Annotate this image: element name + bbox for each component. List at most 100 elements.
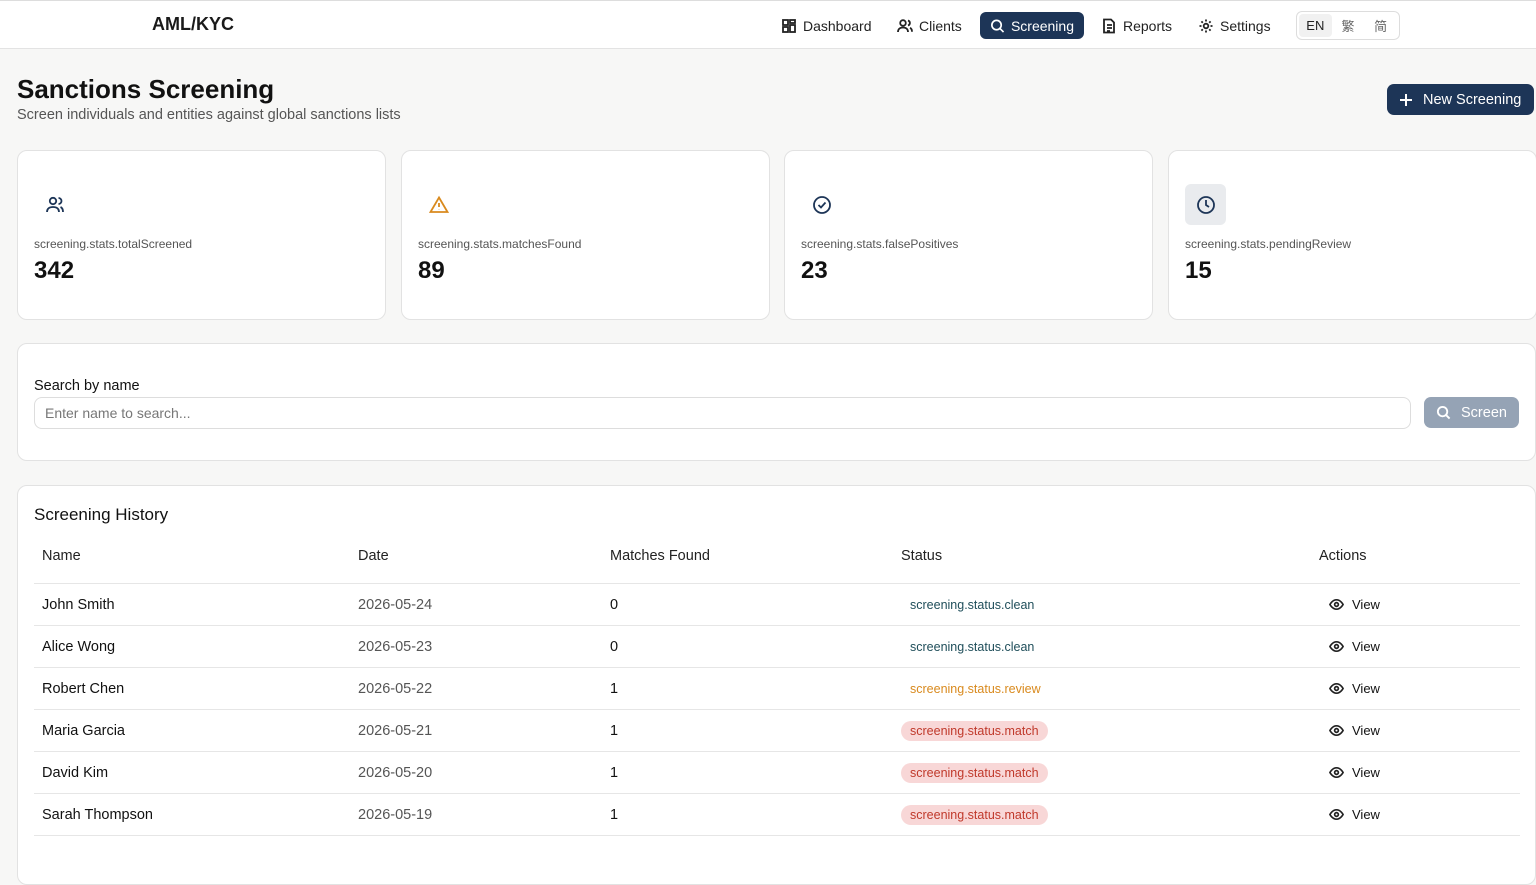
column-header: Name bbox=[42, 548, 81, 564]
search-label: Search by name bbox=[34, 378, 140, 394]
view-action[interactable]: View bbox=[1311, 807, 1520, 822]
stat-icon bbox=[801, 184, 842, 225]
eye-icon bbox=[1329, 808, 1344, 821]
status-cell: screening.status.clean bbox=[893, 595, 1311, 615]
nav-screening[interactable]: Screening bbox=[980, 12, 1084, 39]
client-name: Robert Chen bbox=[42, 680, 125, 697]
table-row: John Smith 2026-05-24 0 screening.status.cl… bbox=[34, 584, 1520, 626]
status-badge: screening.status.match bbox=[901, 804, 1048, 825]
table-header: Name Date Matches Found Status Actions bbox=[34, 548, 1520, 584]
nav-label: Clients bbox=[919, 17, 962, 34]
stat-card: screening.stats.totalScreened 342 bbox=[17, 150, 386, 320]
page-title: Sanctions Screening bbox=[17, 74, 275, 104]
button-label: New Screening bbox=[1423, 91, 1522, 108]
nav-reports[interactable]: Reports bbox=[1091, 12, 1182, 39]
stat-label: screening.stats.totalScreened bbox=[34, 237, 193, 251]
screen-button[interactable]: Screen bbox=[1424, 397, 1519, 428]
eye-icon bbox=[1329, 766, 1344, 779]
client-name: John Smith bbox=[42, 596, 115, 613]
stat-label: screening.stats.pendingReview bbox=[1185, 237, 1352, 251]
stat-value: 342 bbox=[34, 257, 75, 284]
eye-icon bbox=[1329, 640, 1344, 653]
status-cell: screening.status.match bbox=[893, 720, 1311, 741]
client-name: Sarah Thompson bbox=[42, 806, 153, 823]
stat-label: screening.stats.falsePositives bbox=[801, 237, 959, 251]
status-badge: screening.status.review bbox=[910, 681, 1041, 696]
status-cell: screening.status.review bbox=[893, 679, 1311, 699]
eye-icon bbox=[1329, 724, 1344, 737]
screening-date: 2026-05-22 bbox=[358, 680, 433, 697]
nav-label: Settings bbox=[1220, 17, 1271, 34]
nav-clients[interactable]: Clients bbox=[887, 12, 972, 39]
matches-count: 1 bbox=[610, 806, 619, 823]
view-label: View bbox=[1352, 765, 1380, 780]
view-label: View bbox=[1352, 597, 1380, 612]
screening-date: 2026-05-20 bbox=[358, 764, 433, 781]
view-action[interactable]: View bbox=[1311, 597, 1520, 612]
table-row: David Kim 2026-05-20 1 screening.status.mat… bbox=[34, 752, 1520, 794]
view-label: View bbox=[1352, 723, 1380, 738]
stat-icon bbox=[34, 184, 75, 225]
stat-icon bbox=[418, 184, 459, 225]
nav-label: Reports bbox=[1123, 17, 1173, 34]
matches-count: 1 bbox=[610, 764, 619, 781]
table-row: Alice Wong 2026-05-23 0 screening.status.cl… bbox=[34, 626, 1520, 668]
column-header: Actions bbox=[1319, 548, 1367, 564]
stat-card: screening.stats.falsePositives 23 bbox=[784, 150, 1153, 320]
view-label: View bbox=[1352, 807, 1380, 822]
stat-icon bbox=[1185, 184, 1226, 225]
new-screening-button[interactable]: New Screening bbox=[1387, 84, 1534, 115]
status-badge: screening.status.match bbox=[901, 720, 1048, 741]
search-input[interactable]: Enter name to search... bbox=[34, 397, 1411, 429]
client-name: Maria Garcia bbox=[42, 722, 125, 739]
placeholder: Enter name to search... bbox=[45, 405, 191, 421]
screening-date: 2026-05-24 bbox=[358, 596, 433, 613]
status-badge: screening.status.match bbox=[901, 762, 1048, 783]
search-card: Search by name Enter name to search... S… bbox=[17, 343, 1536, 461]
nav-dashboard[interactable]: Dashboard bbox=[771, 12, 882, 39]
view-action[interactable]: View bbox=[1311, 681, 1520, 696]
stat-value: 89 bbox=[418, 257, 445, 284]
button-label: Screen bbox=[1461, 404, 1507, 421]
lang-option[interactable]: EN bbox=[1299, 14, 1332, 37]
status-cell: screening.status.match bbox=[893, 804, 1311, 825]
nav-settings[interactable]: Settings bbox=[1188, 12, 1281, 39]
page-subtitle: Screen individuals and entities against … bbox=[17, 107, 401, 123]
view-action[interactable]: View bbox=[1311, 765, 1520, 780]
lang-option[interactable]: 简 bbox=[1374, 19, 1388, 34]
language-switcher: EN 繁 简 bbox=[1296, 11, 1400, 40]
table-row: Maria Garcia 2026-05-21 1 screening.status.… bbox=[34, 710, 1520, 752]
logo[interactable]: AML/KYC bbox=[152, 14, 234, 34]
column-header: Matches Found bbox=[610, 548, 710, 564]
top-bar: AML/KYC Dashboard Clients Screening Repo… bbox=[0, 0, 1536, 49]
matches-count: 0 bbox=[610, 596, 619, 613]
stat-value: 23 bbox=[801, 257, 828, 284]
lang-option[interactable]: 繁 bbox=[1341, 19, 1355, 34]
history-title: Screening History bbox=[34, 505, 169, 524]
client-name: David Kim bbox=[42, 764, 109, 781]
stat-value: 15 bbox=[1185, 257, 1212, 284]
table-row: Robert Chen 2026-05-22 1 screening.status.r… bbox=[34, 668, 1520, 710]
view-label: View bbox=[1352, 639, 1380, 654]
stat-label: screening.stats.matchesFound bbox=[418, 237, 582, 251]
eye-icon bbox=[1329, 598, 1344, 611]
nav-label: Screening bbox=[1010, 17, 1074, 34]
nav-label: Dashboard bbox=[803, 17, 872, 34]
screening-date: 2026-05-21 bbox=[358, 722, 433, 739]
history-table: Name Date Matches Found Status Actions J… bbox=[34, 548, 1520, 836]
status-badge: screening.status.clean bbox=[910, 597, 1035, 612]
client-name: Alice Wong bbox=[42, 638, 116, 655]
view-action[interactable]: View bbox=[1311, 639, 1520, 654]
column-header: Status bbox=[901, 548, 943, 564]
stat-card: screening.stats.pendingReview 15 bbox=[1168, 150, 1536, 320]
view-action[interactable]: View bbox=[1311, 723, 1520, 738]
matches-count: 1 bbox=[610, 722, 619, 739]
history-card: Screening History Name Date Matches Foun… bbox=[17, 485, 1536, 885]
status-badge: screening.status.clean bbox=[910, 639, 1035, 654]
stat-card: screening.stats.matchesFound 89 bbox=[401, 150, 770, 320]
column-header: Date bbox=[358, 548, 389, 564]
status-cell: screening.status.clean bbox=[893, 637, 1311, 657]
status-cell: screening.status.match bbox=[893, 762, 1311, 783]
eye-icon bbox=[1329, 682, 1344, 695]
